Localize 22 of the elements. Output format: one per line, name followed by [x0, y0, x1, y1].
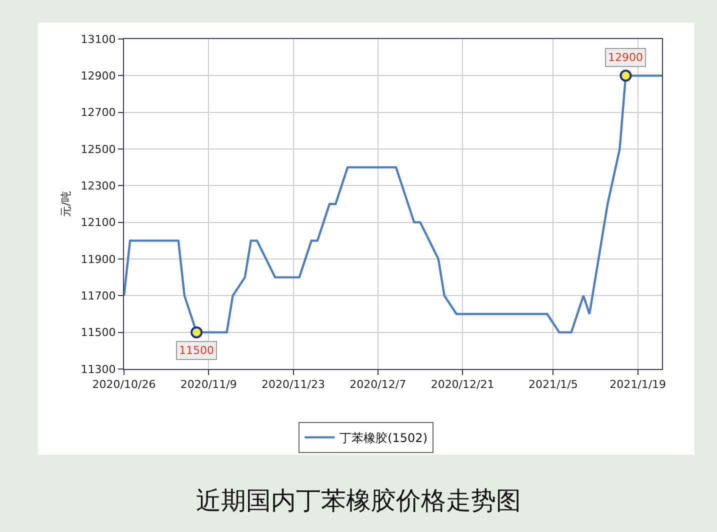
y-tick-label: 12700	[80, 106, 116, 120]
y-tick-label: 11700	[80, 290, 116, 303]
x-tick-label: 2020/11/23	[262, 378, 325, 392]
legend-label: 丁苯橡胶(1502)	[340, 430, 428, 445]
x-tick-label: 2020/10/26	[92, 378, 156, 392]
y-tick-label: 11900	[80, 252, 116, 266]
y-tick-label: 12100	[80, 216, 116, 230]
y-tick-label: 11500	[80, 326, 116, 340]
data-label: 11500	[179, 344, 214, 357]
y-tick-label: 12500	[80, 142, 116, 156]
y-axis-title: 元/吨	[59, 191, 72, 217]
y-tick-label: 12900	[80, 70, 116, 83]
y-tick-label: 11300	[80, 362, 116, 376]
data-label: 12900	[608, 51, 643, 64]
x-tick-label: 2020/12/21	[430, 378, 494, 392]
x-tick-label: 2020/12/7	[350, 378, 406, 392]
y-tick-label: 12300	[80, 180, 116, 193]
y-tick-label: 13100	[80, 32, 116, 46]
x-tick-label: 2021/1/19	[610, 378, 666, 392]
x-tick-label: 2021/1/5	[528, 378, 578, 392]
x-tick-label: 2020/11/9	[180, 378, 237, 392]
text: 近期国内丁苯橡胶价格走势图	[196, 486, 521, 515]
